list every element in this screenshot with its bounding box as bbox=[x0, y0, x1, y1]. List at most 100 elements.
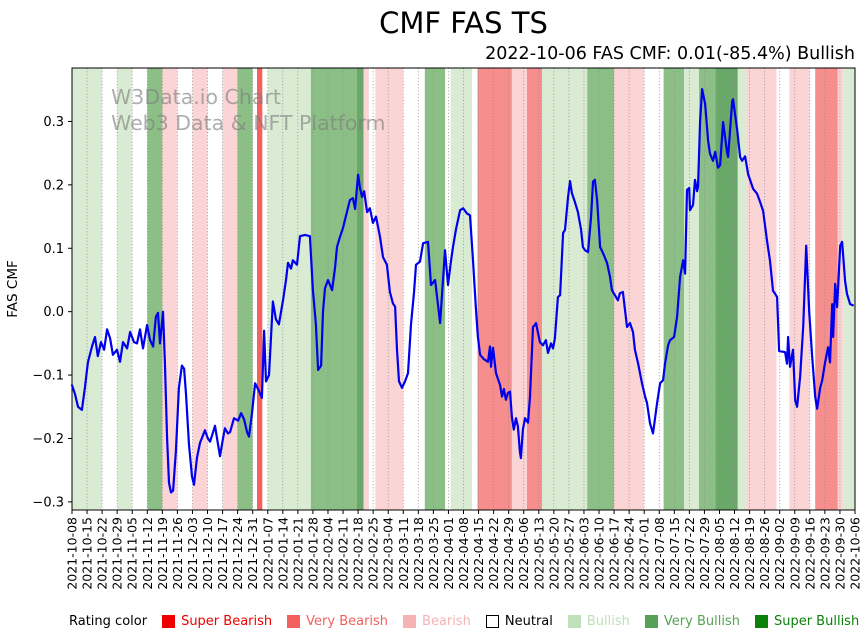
rating-band-bullish bbox=[117, 68, 133, 510]
rating-band-neutral bbox=[177, 68, 193, 510]
x-tick-label: 2022-09-02 bbox=[772, 517, 787, 590]
x-tick-label: 2022-01-21 bbox=[290, 517, 305, 590]
x-tick-label: 2022-02-11 bbox=[336, 517, 351, 590]
x-tick-label: 2021-10-29 bbox=[110, 517, 125, 590]
rating-band-very_bearish bbox=[815, 68, 838, 510]
x-tick-label: 2022-08-19 bbox=[742, 517, 757, 590]
legend-label-very_bearish: Very Bearish bbox=[306, 614, 389, 629]
x-tick-label: 2022-09-30 bbox=[832, 517, 847, 590]
rating-band-bearish bbox=[192, 68, 208, 510]
x-tick-label: 2022-05-20 bbox=[546, 517, 561, 590]
rating-band-bearish bbox=[222, 68, 238, 510]
plot-border bbox=[71, 67, 856, 511]
legend-label-bullish: Bullish bbox=[586, 614, 630, 629]
x-tick-label: 2021-12-10 bbox=[200, 517, 215, 590]
rating-band-bullish bbox=[450, 68, 473, 510]
x-tick-label: 2022-07-08 bbox=[652, 517, 667, 590]
x-tick-label: 2022-01-07 bbox=[260, 517, 275, 590]
x-tick-label: 2022-05-13 bbox=[531, 517, 546, 590]
rating-band-bearish bbox=[837, 68, 844, 510]
x-tick-label: 2022-02-18 bbox=[351, 517, 366, 590]
legend-swatch-super_bearish bbox=[162, 615, 176, 628]
x-tick-label: 2022-06-17 bbox=[607, 517, 622, 590]
x-tick-label: 2022-06-10 bbox=[592, 517, 607, 590]
x-tick-label: 2022-03-04 bbox=[381, 517, 396, 590]
rating-band-neutral bbox=[262, 68, 268, 510]
x-tick-label: 2022-04-29 bbox=[501, 517, 516, 590]
rating-band-very_bearish bbox=[477, 68, 512, 510]
rating-band-neutral bbox=[252, 68, 257, 510]
rating-band-super_bullish bbox=[357, 68, 364, 510]
legend-label-neutral: Neutral bbox=[504, 614, 553, 629]
rating-band-neutral bbox=[809, 68, 816, 510]
rating-band-bullish bbox=[267, 68, 311, 510]
rating-band-bearish bbox=[511, 68, 527, 510]
x-tick-label: 2021-11-05 bbox=[125, 517, 140, 590]
rating-band-bullish bbox=[684, 68, 700, 510]
rating-band-bullish bbox=[737, 68, 747, 510]
rating-band-neutral bbox=[368, 68, 376, 510]
rating-band-neutral bbox=[776, 68, 790, 510]
y-tick-label: 0.1 bbox=[43, 242, 64, 257]
x-tick-label: 2021-12-03 bbox=[185, 517, 200, 590]
rating-band-super_bullish bbox=[715, 68, 738, 510]
rating-band-very_bullish bbox=[587, 68, 615, 510]
legend-label-bearish: Bearish bbox=[422, 614, 471, 629]
y-tick-label: 0.0 bbox=[43, 305, 64, 320]
x-tick-label: 2022-09-16 bbox=[802, 517, 817, 590]
x-tick-label: 2021-10-15 bbox=[80, 517, 95, 590]
x-tick-label: 2022-07-29 bbox=[697, 517, 712, 590]
x-tick-label: 2022-01-28 bbox=[305, 517, 320, 590]
x-tick-label: 2021-12-24 bbox=[230, 517, 245, 590]
rating-band-neutral bbox=[445, 68, 451, 510]
rating-band-neutral bbox=[644, 68, 664, 510]
x-tick-label: 2021-10-22 bbox=[95, 517, 110, 590]
legend-item-super_bullish: Super Bullish bbox=[754, 614, 859, 629]
rating-legend: Rating color Super Bearish Very Bearish Be… bbox=[69, 614, 859, 629]
x-tick-label: 2022-08-12 bbox=[727, 517, 742, 590]
x-tick-label: 2021-11-19 bbox=[155, 517, 170, 590]
x-tick-label: 2021-11-12 bbox=[140, 517, 155, 590]
y-tick-label: 0.2 bbox=[43, 178, 64, 193]
x-tick-label: 2022-04-01 bbox=[441, 517, 456, 590]
x-tick-label: 2022-02-25 bbox=[366, 517, 381, 590]
legend-item-bearish: Bearish bbox=[403, 614, 471, 629]
rating-band-neutral bbox=[207, 68, 223, 510]
y-tick-label: −0.3 bbox=[32, 495, 64, 510]
rating-band-very_bullish bbox=[663, 68, 684, 510]
legend-item-very_bearish: Very Bearish bbox=[287, 614, 388, 629]
rating-band-very_bearish bbox=[527, 68, 543, 510]
legend-item-very_bullish: Very Bullish bbox=[644, 614, 740, 629]
legend-title: Rating color bbox=[69, 614, 148, 629]
legend-swatch-neutral bbox=[485, 615, 499, 628]
x-tick-label: 2022-09-23 bbox=[817, 517, 832, 590]
legend-label-super_bearish: Super Bearish bbox=[181, 614, 273, 629]
x-tick-label: 2022-05-27 bbox=[561, 517, 576, 590]
legend-swatch-bearish bbox=[403, 615, 417, 628]
x-tick-label: 2022-03-18 bbox=[411, 517, 426, 590]
rating-band-bearish bbox=[162, 68, 178, 510]
x-tick-label: 2022-09-09 bbox=[787, 517, 802, 590]
x-tick-label: 2022-03-25 bbox=[426, 517, 441, 590]
cmf-line bbox=[70, 87, 854, 494]
x-tick-label: 2021-12-31 bbox=[245, 517, 260, 590]
rating-band-bearish bbox=[789, 68, 810, 510]
rating-band-bullish bbox=[843, 68, 855, 510]
x-tick-label: 2021-12-17 bbox=[215, 517, 230, 590]
rating-band-bearish bbox=[363, 68, 369, 510]
x-tick-label: 2021-10-08 bbox=[65, 517, 80, 590]
legend-item-super_bearish: Super Bearish bbox=[162, 614, 272, 629]
legend-swatch-very_bullish bbox=[644, 615, 658, 628]
x-tick-label: 2022-07-01 bbox=[637, 517, 652, 590]
x-tick-label: 2022-04-08 bbox=[456, 517, 471, 590]
rating-band-neutral bbox=[132, 68, 148, 510]
rating-band-very_bullish bbox=[699, 68, 716, 510]
legend-swatch-super_bullish bbox=[754, 615, 768, 628]
rating-band-very_bullish bbox=[424, 68, 446, 510]
legend-label-very_bullish: Very Bullish bbox=[663, 614, 740, 629]
x-tick-label: 2022-06-03 bbox=[576, 517, 591, 590]
rating-band-very_bullish bbox=[310, 68, 357, 510]
x-tick-label: 2022-04-15 bbox=[471, 517, 486, 590]
